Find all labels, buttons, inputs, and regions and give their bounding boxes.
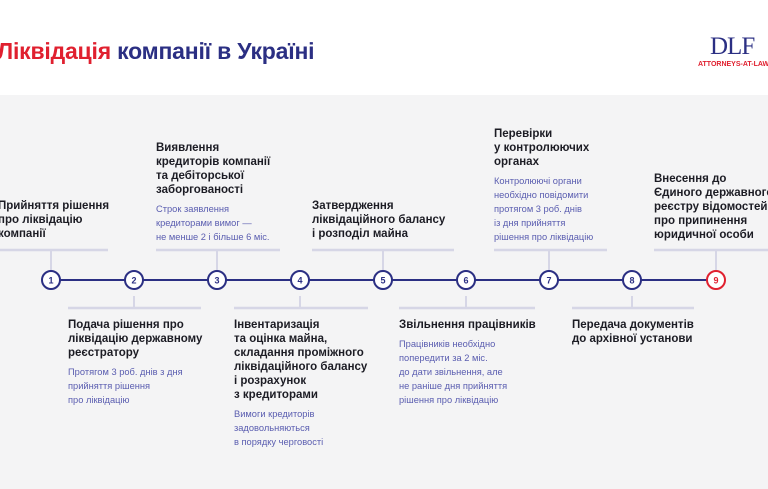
step-title: Звільнення працівників <box>399 319 536 331</box>
step-number: 9 <box>713 276 718 286</box>
step-6: Звільнення працівників Працівників необхі… <box>399 318 536 407</box>
step-title: Подача рішення про ліквідацію державному р… <box>68 319 203 359</box>
step-description: Протягом 3 роб. днів з дня прийняття ріше… <box>68 367 183 405</box>
step-9: Внесення до Єдиного державного реєстру від… <box>654 172 768 242</box>
step-number: 8 <box>629 276 634 286</box>
title-accent: Ліквідація <box>0 38 111 64</box>
header: Ліквідація компанії в Україні DLF ATTORN… <box>0 0 768 95</box>
step-8: Передача документів до архівної установи <box>572 318 694 346</box>
step-description: Вимоги кредиторів задовольняються в порядк… <box>234 409 324 447</box>
step-number: 3 <box>214 276 219 286</box>
step-description: Строк заявлення кредиторами вимог — не мен… <box>156 204 270 242</box>
step-4: Інвентаризація та оцінка майна, складання … <box>234 318 367 449</box>
step-description: Контролюючі органи необхідно повідомити пр… <box>494 176 594 242</box>
page-title: Ліквідація компанії в Україні <box>0 38 315 65</box>
title-rest: компанії в Україні <box>110 38 315 64</box>
step-marker <box>539 270 559 290</box>
step-description: Працівників необхідно попередити за 2 міс… <box>399 339 508 405</box>
step-2: Подача рішення про ліквідацію державному р… <box>68 318 202 407</box>
step-number: 4 <box>297 276 302 286</box>
step-marker <box>456 270 476 290</box>
step-title: Перевірки у контролюючих органах <box>494 128 590 168</box>
step-marker <box>41 270 61 290</box>
step-number: 1 <box>48 276 53 286</box>
step-title: Передача документів до архівної установи <box>572 319 694 345</box>
step-number: 2 <box>131 276 136 286</box>
logo-text: DLF <box>710 33 755 60</box>
step-number: 5 <box>380 276 385 286</box>
step-marker <box>124 270 144 290</box>
step-marker <box>706 270 726 290</box>
step-title: Виявлення кредиторів компанії та дебіторсь… <box>156 142 271 196</box>
step-7: Перевірки у контролюючих органах Контролююч… <box>494 127 593 244</box>
step-marker <box>207 270 227 290</box>
step-title: Затвердження ліквідаційного балансу і розп… <box>312 200 446 240</box>
dlf-logo: DLF ATTORNEYS-AT-LAW <box>698 34 768 72</box>
step-title: Прийняття рішення про ліквідацію компанії <box>0 200 110 240</box>
step-5: Затвердження ліквідаційного балансу і розп… <box>312 199 445 241</box>
step-3: Виявлення кредиторів компанії та дебіторсь… <box>156 141 270 244</box>
step-number: 7 <box>546 276 551 286</box>
step-marker <box>373 270 393 290</box>
logo-subtitle: ATTORNEYS-AT-LAW <box>698 61 768 68</box>
timeline-area <box>0 95 768 489</box>
step-title: Інвентаризація та оцінка майна, складання … <box>234 319 368 401</box>
step-number: 6 <box>463 276 468 286</box>
step-1: Прийняття рішення про ліквідацію компанії <box>0 199 109 241</box>
step-title: Внесення до Єдиного державного реєстру від… <box>654 173 768 241</box>
step-marker <box>622 270 642 290</box>
step-marker <box>290 270 310 290</box>
